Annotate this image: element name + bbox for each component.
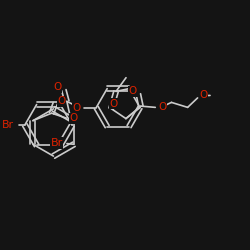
Text: Br: Br [50,138,63,148]
Text: O: O [72,102,81,113]
Text: O: O [110,98,118,108]
Text: O: O [200,90,208,101]
Text: O: O [54,82,62,92]
Text: Br: Br [2,120,14,130]
Text: O: O [57,96,66,106]
Text: O: O [129,86,137,96]
Text: O: O [158,102,166,112]
Text: O: O [70,113,78,123]
